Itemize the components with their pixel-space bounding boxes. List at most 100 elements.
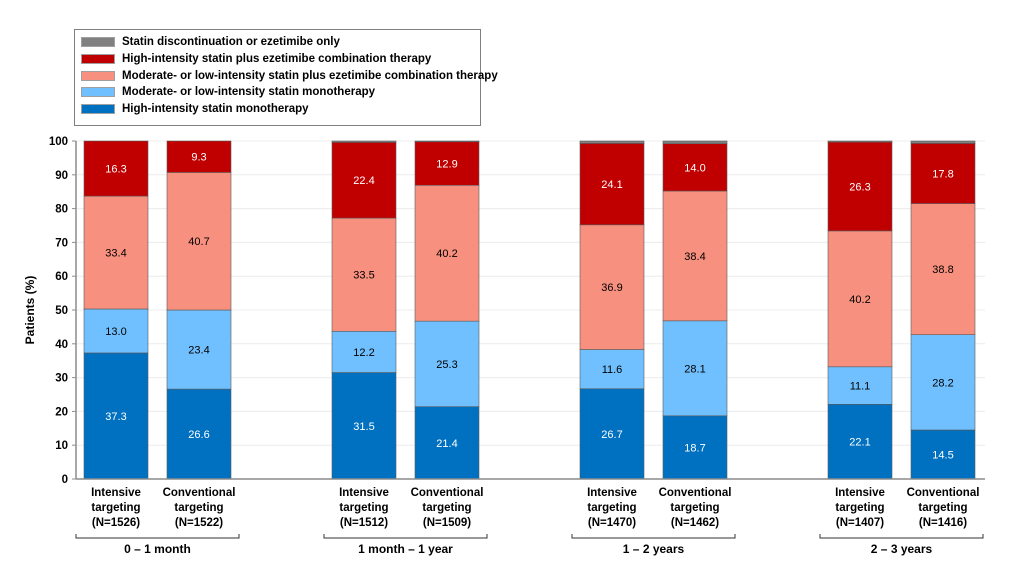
data-label: 26.7: [601, 429, 622, 441]
y-tick-label: 10: [55, 440, 68, 452]
data-label: 22.1: [849, 437, 870, 449]
x-category-label: Intensive: [339, 487, 389, 499]
data-label: 33.4: [105, 248, 126, 260]
bar-segment: [579, 224, 645, 350]
bar-segment: [827, 141, 893, 232]
bar-segment: [910, 203, 976, 335]
legend: Statin discontinuation or ezetimibe only…: [74, 29, 498, 126]
legend-label: High-intensity statin monotherapy: [122, 103, 309, 116]
legend-label: Statin discontinuation or ezetimibe only: [122, 36, 340, 48]
data-label: 11.6: [602, 364, 623, 376]
data-label: 18.7: [684, 442, 705, 454]
bar-segment: [166, 309, 232, 390]
stacked-bar: 18.7 28.1 38.4 14.0: [662, 140, 728, 480]
legend-item: High-intensity statin plus ezetimibe com…: [81, 52, 431, 66]
bar-segment: [579, 388, 645, 480]
legend-swatch: [81, 70, 115, 81]
stacked-bar: 14.5 28.2 38.8 17.8: [910, 140, 976, 480]
bar-segment: [910, 334, 976, 431]
data-label: 38.4: [684, 251, 705, 263]
x-category-label: Intensive: [835, 487, 885, 499]
group-label: 0 – 1 month: [124, 542, 191, 556]
group-label: 2 – 3 years: [871, 542, 933, 556]
data-label: 40.7: [188, 236, 209, 248]
legend-label: Moderate- or low-intensity statin monoth…: [122, 86, 376, 99]
legend-item: Moderate- or low-intensity statin plus e…: [81, 69, 498, 83]
y-tick-label: 0: [62, 474, 68, 486]
bar-segment: [910, 429, 976, 480]
group-label: 1 – 2 years: [623, 542, 685, 556]
data-label: 28.1: [684, 363, 705, 375]
data-label: 14.0: [684, 162, 705, 174]
bar-segment: [414, 184, 480, 322]
bar-segment: [414, 141, 480, 186]
stacked-bar: 26.7 11.6 36.9 24.1: [579, 140, 645, 480]
bar-segment: [827, 366, 893, 405]
group-labels: 0 – 1 month 1 month – 1 year 1 – 2 years 2 …: [75, 534, 984, 556]
data-label: 38.8: [932, 264, 953, 276]
x-category-label: Conventional: [659, 487, 732, 499]
data-label: 23.4: [188, 345, 209, 357]
data-label: 9.3: [191, 152, 206, 164]
x-category-label: (N=1462): [671, 517, 719, 529]
stacked-bar: 31.5 12.2 33.5 22.4: [331, 140, 397, 480]
bar-segment: [414, 140, 480, 143]
legend-item: Statin discontinuation or ezetimibe only: [81, 35, 340, 49]
y-axis-title: Patients (%): [23, 276, 37, 345]
x-category-label: (N=1522): [175, 517, 223, 529]
data-label: 14.5: [932, 449, 953, 461]
x-category-label: (N=1512): [340, 517, 388, 529]
y-tick-label: 80: [55, 204, 68, 216]
x-category-label: Intensive: [587, 487, 637, 499]
x-category-label: targeting: [918, 502, 967, 514]
stacked-bar: 37.3 13.0 33.4 16.3: [83, 140, 149, 480]
bar-segment: [662, 143, 728, 192]
y-tick-label: 30: [55, 373, 68, 385]
data-label: 40.2: [849, 294, 870, 306]
group-bracket: [323, 534, 488, 539]
bar-segment: [827, 230, 893, 368]
y-tick-label: 90: [55, 170, 68, 182]
bar-segment: [414, 320, 480, 407]
bar-segment: [83, 195, 149, 310]
stacked-bar: 22.1 11.1 40.2 26.3: [827, 140, 893, 480]
bar-segment: [662, 415, 728, 480]
x-category-label: targeting: [339, 502, 388, 514]
x-category-label: targeting: [835, 502, 884, 514]
bar-segment: [910, 143, 976, 204]
data-label: 25.3: [436, 359, 457, 371]
stacked-bar: 26.6 23.4 40.7 9.3: [166, 140, 232, 480]
data-label: 26.3: [849, 181, 870, 193]
data-label: 22.4: [353, 175, 374, 187]
bar-segment: [662, 190, 728, 322]
x-category-label: (N=1407): [836, 517, 884, 529]
x-category-label: targeting: [422, 502, 471, 514]
legend-label: High-intensity statin plus ezetimibe com…: [122, 52, 432, 65]
group-bracket: [571, 534, 736, 539]
data-label: 33.5: [353, 270, 374, 282]
data-label: 12.9: [436, 158, 457, 170]
bar-segment: [331, 330, 397, 373]
group-bracket: [75, 534, 240, 539]
x-category-label: (N=1526): [92, 517, 140, 529]
data-label: 12.2: [353, 347, 374, 359]
x-category-labels: Intensive targeting (N=1526) Conventional ta…: [91, 487, 979, 529]
x-category-label: (N=1416): [919, 517, 967, 529]
x-category-label: targeting: [587, 502, 636, 514]
bar-segment: [331, 142, 397, 219]
y-tick-label: 20: [55, 406, 68, 418]
x-category-label: targeting: [91, 502, 140, 514]
legend-swatch: [81, 53, 115, 64]
bar-segment: [166, 172, 232, 311]
bar-segment: [331, 372, 397, 480]
data-label: 28.2: [932, 377, 953, 389]
x-category-label: Conventional: [907, 487, 980, 499]
data-label: 31.5: [353, 421, 374, 433]
x-category-label: targeting: [670, 502, 719, 514]
legend-swatch: [81, 37, 115, 47]
y-tick-label: 100: [49, 136, 68, 148]
x-category-label: Intensive: [91, 487, 141, 499]
bar-segment: [662, 320, 728, 417]
data-label: 11.1: [850, 381, 871, 393]
